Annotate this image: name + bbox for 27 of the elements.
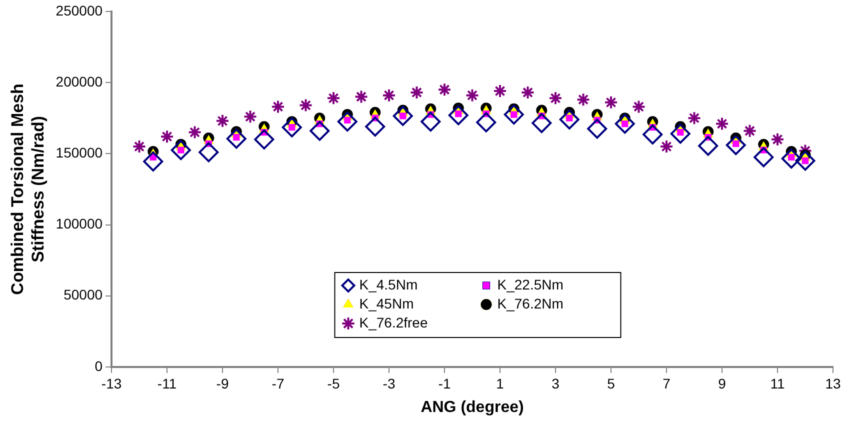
x-tick-label: -9 — [216, 375, 229, 392]
x-tick-label: -13 — [101, 375, 122, 392]
y-tick-label: 150000 — [56, 144, 103, 160]
x-tick-label: 11 — [770, 375, 785, 392]
x-tick-label: -5 — [327, 375, 340, 392]
x-tick-label: -7 — [272, 375, 284, 392]
legend-label: K_76.2free — [359, 314, 428, 330]
x-tick-label: 7 — [662, 375, 671, 392]
x-tick-label: -11 — [157, 375, 177, 392]
y-tick-label: 200000 — [56, 73, 103, 90]
x-tick-label: -1 — [438, 375, 451, 392]
x-tick-label: 9 — [718, 375, 726, 392]
x-tick-label: 13 — [825, 375, 841, 392]
y-tick-label: 250000 — [56, 2, 103, 18]
legend-label: K_45Nm — [359, 295, 414, 312]
y-tick-label: 100000 — [56, 216, 103, 232]
y-tick-label: 50000 — [64, 286, 103, 303]
x-axis-title: ANG (degree) — [420, 398, 524, 416]
legend-label: K_22.5Nm — [497, 276, 564, 292]
y-axis-title: Combined Torsional Mesh Stiffness (Nm/rad) — [8, 84, 48, 295]
x-tick-label: -3 — [382, 375, 396, 392]
legend-label: K_76.2Nm — [497, 295, 564, 312]
x-tick-label: 3 — [552, 375, 560, 392]
y-tick-label: 0 — [94, 358, 103, 374]
legend-label: K_4.5Nm — [359, 276, 418, 292]
x-tick-label: 1 — [496, 375, 504, 392]
x-tick-label: 5 — [607, 375, 616, 392]
